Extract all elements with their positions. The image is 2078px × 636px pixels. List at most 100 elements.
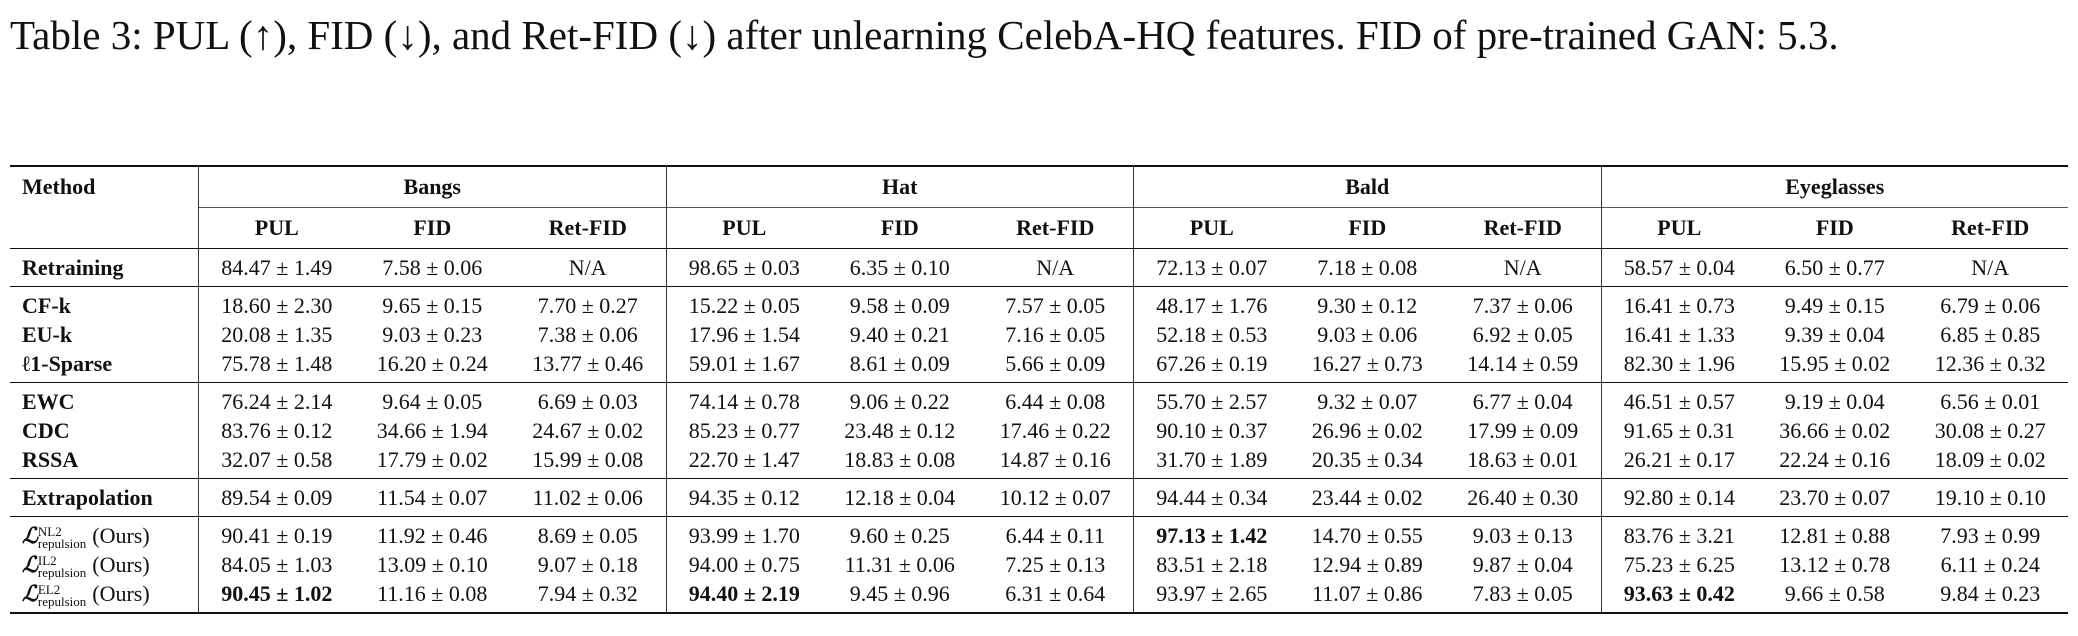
value-cell: 15.22 ± 0.05 (666, 286, 823, 320)
method-suffix: (Ours) (92, 523, 150, 548)
value-cell: 9.30 ± 0.12 (1289, 286, 1445, 320)
table-caption: Table 3: PUL (↑), FID (↓), and Ret-FID (… (10, 12, 1839, 58)
value-cell: 11.92 ± 0.46 (354, 516, 510, 550)
value-cell: 30.08 ± 0.27 (1934, 418, 2046, 443)
subheader-fid: FID (1757, 207, 1913, 249)
loss-subscript: repulsion (37, 564, 87, 580)
value-cell: 7.25 ± 0.13 (977, 550, 1135, 579)
value-cell: 9.40 ± 0.21 (849, 322, 950, 347)
value-cell: 16.41 ± 1.33 (1623, 322, 1735, 347)
value-cell: 6.56 ± 0.01 (1912, 382, 2068, 416)
value-cell: 9.66 ± 0.58 (1757, 579, 1913, 614)
method-cell: EWC (10, 382, 200, 416)
value-cell: 84.05 ± 1.03 (221, 552, 333, 577)
value-cell: N/A (509, 248, 667, 287)
value-cell: 6.50 ± 0.77 (1757, 248, 1913, 287)
value-cell: 98.65 ± 0.03 (666, 248, 823, 287)
value-cell: 16.27 ± 0.73 (1311, 351, 1423, 376)
value-cell: 9.19 ± 0.04 (1757, 382, 1913, 416)
value-cell: 12.94 ± 0.89 (1311, 552, 1423, 577)
method-cell: Retraining (10, 248, 200, 287)
value-cell: 9.45 ± 0.96 (822, 579, 978, 614)
value-cell: 12.36 ± 0.32 (1934, 351, 2046, 376)
value-cell: 24.67 ± 0.02 (509, 416, 667, 445)
value-cell: 9.58 ± 0.09 (822, 286, 978, 320)
value-cell: 6.35 ± 0.10 (822, 248, 978, 287)
value-cell: 94.44 ± 0.34 (1133, 478, 1290, 517)
subheader-fid: FID (1289, 207, 1445, 249)
table-row: CF-k 18.60 ± 2.30 9.65 ± 0.15 7.70 ± 0.27 15… (10, 286, 2068, 320)
value-cell: 36.66 ± 0.02 (1779, 418, 1891, 443)
value-cell: 9.39 ± 0.04 (1784, 322, 1885, 347)
value-cell: 83.76 ± 0.12 (221, 418, 333, 443)
value-cell: 11.07 ± 0.86 (1289, 579, 1445, 614)
value-cell: 76.24 ± 2.14 (198, 382, 355, 416)
loss-subscript: repulsion (37, 535, 87, 551)
value-cell: 85.23 ± 0.77 (688, 418, 800, 443)
value-cell: 9.60 ± 0.25 (822, 516, 978, 550)
value-cell: 19.10 ± 0.10 (1912, 478, 2068, 517)
loss-symbol: ℒ (22, 523, 38, 548)
value-cell: 12.18 ± 0.04 (822, 478, 978, 517)
value-cell: 92.80 ± 0.14 (1601, 478, 1758, 517)
table-row: ℒ EL2 repulsion (Ours) 90.45 ± 1.02 11.16 ± 0… (10, 579, 2068, 614)
table-row: Retraining 84.47 ± 1.49 7.58 ± 0.06 N/A 98.6… (10, 248, 2068, 287)
subheader-ret-fid: Ret-FID (509, 207, 667, 249)
method-cell: ℒ EL2 repulsion (Ours) (10, 579, 200, 614)
table-row: CDC 83.76 ± 0.12 34.66 ± 1.94 24.67 ± 0.02 8… (10, 416, 2068, 445)
value-cell: 17.46 ± 0.22 (977, 416, 1135, 445)
value-cell: 26.96 ± 0.02 (1311, 418, 1423, 443)
value-cell: 18.63 ± 0.01 (1444, 445, 1602, 479)
value-cell: 7.94 ± 0.32 (509, 579, 667, 614)
method-cell: ℓ1-Sparse (10, 349, 200, 383)
value-cell: 17.99 ± 0.09 (1444, 416, 1602, 445)
loss-subscript: repulsion (37, 593, 87, 609)
value-cell: 22.24 ± 0.16 (1779, 447, 1891, 472)
value-cell: 83.51 ± 2.18 (1156, 552, 1268, 577)
table-row: EU-k 20.08 ± 1.35 9.03 ± 0.23 7.38 ± 0.06 17… (10, 320, 2068, 349)
value-cell: 9.03 ± 0.06 (1317, 322, 1418, 347)
value-cell: 6.44 ± 0.08 (977, 382, 1135, 416)
value-cell: 9.06 ± 0.22 (822, 382, 978, 416)
method-header: Method (10, 165, 200, 208)
value-cell: 6.31 ± 0.64 (977, 579, 1135, 614)
value-cell: 94.40 ± 2.19 (666, 579, 823, 614)
subheader-row: PUL FID Ret-FID PUL FID Ret-FID PUL FID Ret-FID P… (10, 207, 2068, 249)
value-cell: 11.16 ± 0.08 (354, 579, 510, 614)
value-cell: 7.18 ± 0.08 (1289, 248, 1445, 287)
value-cell: 90.45 ± 1.02 (198, 579, 355, 614)
table-body: Retraining 84.47 ± 1.49 7.58 ± 0.06 N/A 98.6… (10, 248, 2068, 614)
value-cell: 7.83 ± 0.05 (1444, 579, 1602, 614)
value-cell: 8.69 ± 0.05 (509, 516, 667, 550)
value-cell: 6.85 ± 0.85 (1940, 322, 2041, 347)
value-cell: 91.65 ± 0.31 (1623, 418, 1735, 443)
loss-superscript: NL2 (37, 523, 62, 539)
value-cell: 93.99 ± 1.70 (666, 516, 823, 550)
value-cell: 7.93 ± 0.99 (1912, 516, 2068, 550)
value-cell: 16.20 ± 0.24 (376, 351, 488, 376)
value-cell: 74.14 ± 0.78 (666, 382, 823, 416)
value-cell: 23.70 ± 0.07 (1757, 478, 1913, 517)
value-cell: 67.26 ± 0.19 (1156, 351, 1268, 376)
table-row: ℓ1-Sparse 75.78 ± 1.48 16.20 ± 0.24 13.77 ±… (10, 349, 2068, 383)
subheader-fid: FID (822, 207, 978, 249)
value-cell: N/A (1444, 248, 1602, 287)
group-header-row: Method Bangs Hat Bald Eyeglasses (10, 165, 2068, 208)
value-cell: 14.14 ± 0.59 (1444, 349, 1602, 383)
value-cell: 23.48 ± 0.12 (844, 418, 956, 443)
table-row: RSSA 32.07 ± 0.58 17.79 ± 0.02 15.99 ± 0.08… (10, 445, 2068, 479)
value-cell: 18.83 ± 0.08 (844, 447, 956, 472)
value-cell: 9.64 ± 0.05 (354, 382, 510, 416)
value-cell: 90.10 ± 0.37 (1156, 418, 1268, 443)
value-cell: 7.37 ± 0.06 (1444, 286, 1602, 320)
value-cell: 6.44 ± 0.11 (977, 516, 1135, 550)
method-suffix: (Ours) (92, 552, 150, 577)
value-cell: 46.51 ± 0.57 (1601, 382, 1758, 416)
value-cell: 94.35 ± 0.12 (666, 478, 823, 517)
value-cell: 34.66 ± 1.94 (376, 418, 488, 443)
subheader-ret-fid: Ret-FID (1912, 207, 2068, 249)
value-cell: 12.81 ± 0.88 (1757, 516, 1913, 550)
value-cell: 5.66 ± 0.09 (977, 349, 1135, 383)
table-row: ℒ NL2 repulsion (Ours) 90.41 ± 0.19 11.92 ± 0… (10, 516, 2068, 551)
subheader-pul: PUL (1601, 207, 1758, 249)
